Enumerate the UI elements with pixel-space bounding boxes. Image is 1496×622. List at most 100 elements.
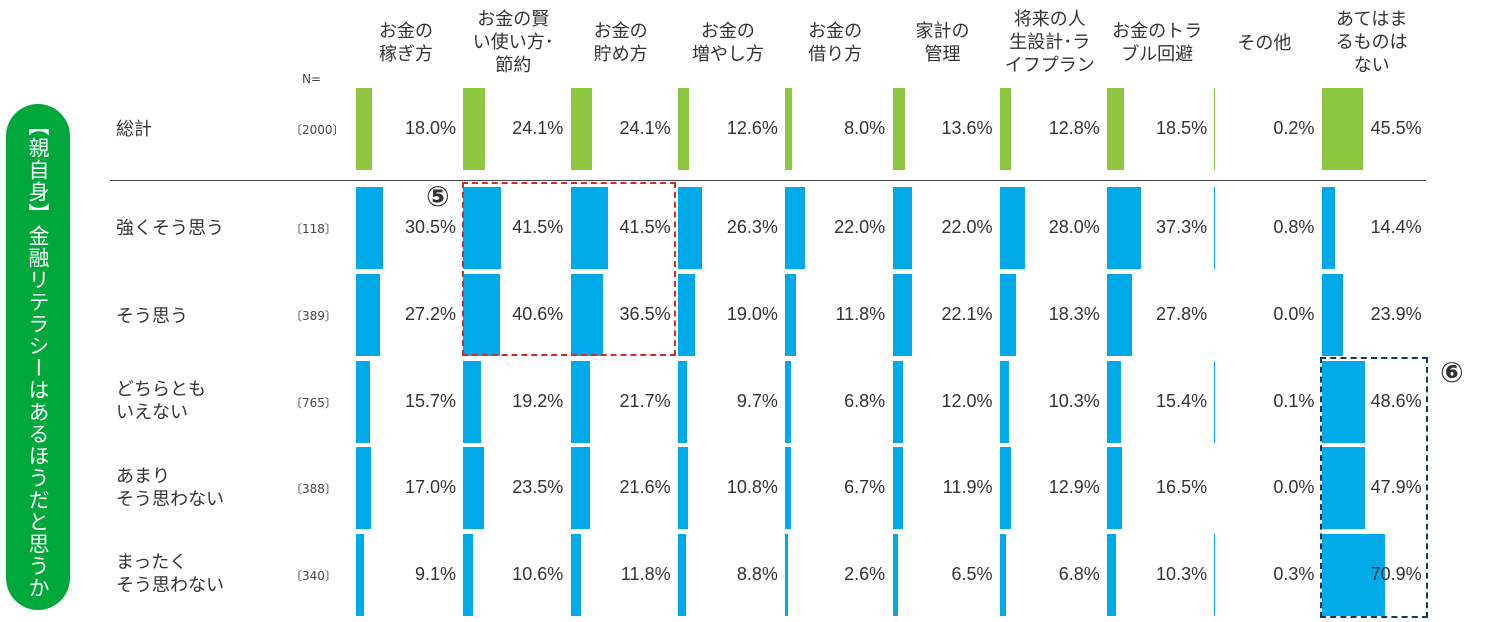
row-label: 総計 (116, 119, 152, 140)
segment-side-label: 【親自身】金融リテラシーはあるほうだと思うか (6, 104, 70, 610)
row-label: まったく そう思わない (116, 552, 224, 596)
bar (570, 361, 591, 443)
bar-value-label: 12.6% (726, 118, 778, 138)
bar (356, 534, 365, 616)
bar-value-label: 41.5% (512, 217, 564, 237)
column-header: その他 (1214, 32, 1314, 55)
bar-value-label: 22.0% (941, 217, 993, 237)
bar-value-label: 19.0% (726, 304, 778, 324)
column-header-line: あてはま (1336, 9, 1408, 30)
row-n-count: 〔340〕 (290, 569, 337, 583)
bar (1321, 361, 1366, 443)
bar-value-label: 23.5% (512, 477, 564, 497)
bar (1214, 534, 1216, 616)
column-header-line: お金の (593, 21, 648, 42)
bar (463, 447, 485, 529)
column-header-line: お金の (379, 21, 433, 42)
bar-value-label: 27.8% (1156, 304, 1208, 324)
column-header-line: 生設計･ラ (1009, 32, 1091, 53)
bar (785, 361, 792, 443)
bar (1321, 447, 1365, 529)
bar-value-label: 8.0% (844, 118, 886, 138)
bar (356, 361, 371, 443)
bar-value-label: 12.8% (1048, 118, 1100, 138)
highlight-box-6 (1320, 357, 1428, 618)
bar (463, 274, 500, 356)
row-label: そう思う (116, 306, 188, 327)
column-header: お金の 増やし方 (678, 20, 778, 66)
bar (677, 534, 686, 616)
column-header-line: 節約 (495, 55, 532, 76)
column-header-line: 貯め方 (593, 44, 648, 65)
bar-value-label: 48.6% (1370, 391, 1422, 411)
column-header: お金の 稼ぎ方 (356, 20, 456, 66)
bar (570, 534, 582, 616)
column-header-line: 将来の人 (1013, 9, 1086, 30)
bar-value-label: 11.8% (835, 304, 886, 324)
bar (677, 88, 690, 170)
column-header-line: お金の (808, 21, 863, 42)
bar (570, 447, 591, 529)
bar (785, 447, 792, 529)
bar-value-label: 41.5% (619, 217, 671, 237)
column-header: お金の 貯め方 (571, 20, 671, 66)
bar-value-label: 22.1% (941, 304, 993, 324)
bar-value-label: 0.0% (1273, 304, 1315, 324)
bar (892, 361, 904, 443)
column-header-line: 増やし方 (691, 44, 764, 65)
bar-value-label: 17.0% (404, 477, 456, 497)
column-header-line: その他 (1237, 33, 1292, 54)
bar (1214, 361, 1216, 443)
bar (677, 187, 702, 269)
bar (1321, 534, 1386, 616)
bar-value-label: 23.9% (1370, 304, 1422, 324)
bar-value-label: 11.9% (942, 477, 993, 497)
bar (892, 187, 913, 269)
bar-value-label: 10.8% (726, 477, 778, 497)
bar-value-label: 16.5% (1156, 477, 1208, 497)
bar-value-label: 24.1% (619, 118, 671, 138)
bar-value-label: 10.6% (512, 564, 564, 584)
bar-value-label: 70.9% (1370, 564, 1422, 584)
column-header-line: ない (1353, 55, 1390, 76)
bar (1107, 187, 1141, 269)
bar-value-label: 0.8% (1273, 217, 1315, 237)
column-header-line: るものは (1335, 32, 1408, 53)
bar-value-label: 2.6% (844, 564, 886, 584)
row-n-count: 〔765〕 (290, 396, 337, 410)
bar-value-label: 6.5% (951, 564, 993, 584)
bar-value-label: 18.3% (1048, 304, 1100, 324)
column-header: お金の賢 い使い方･ 節約 (463, 8, 563, 77)
bar-value-label: 21.6% (619, 477, 671, 497)
column-header-line: い使い方･ (472, 32, 554, 53)
bar (1214, 88, 1216, 170)
bar (463, 88, 485, 170)
bar (677, 361, 687, 443)
divider-line (110, 180, 1426, 181)
bar-value-label: 9.7% (736, 391, 778, 411)
row-n-count: 〔388〕 (290, 482, 337, 496)
bar-value-label: 19.2% (512, 391, 564, 411)
bar (785, 274, 796, 356)
column-header: 将来の人 生設計･ラ イフプラン (1000, 8, 1100, 77)
bar (463, 361, 481, 443)
n-header: N= (302, 72, 322, 86)
bar-value-label: 8.8% (736, 564, 778, 584)
bar (999, 187, 1025, 269)
bar (356, 274, 381, 356)
bar-value-label: 47.9% (1370, 477, 1422, 497)
bar (785, 534, 788, 616)
bar (1107, 274, 1133, 356)
row-label: あまり そう思わない (116, 466, 224, 510)
bar-value-label: 22.0% (834, 217, 886, 237)
bar-value-label: 13.6% (941, 118, 993, 138)
bar-value-label: 27.2% (404, 304, 456, 324)
bar (785, 187, 805, 269)
column-header-line: 借り方 (808, 44, 863, 65)
bar (570, 187, 608, 269)
bar-value-label: 10.3% (1048, 391, 1100, 411)
row-label: 強くそう思う (116, 218, 224, 239)
bar-value-label: 12.9% (1048, 477, 1100, 497)
bar-value-label: 11.8% (620, 564, 671, 584)
column-header-line: ブル回避 (1121, 44, 1194, 65)
